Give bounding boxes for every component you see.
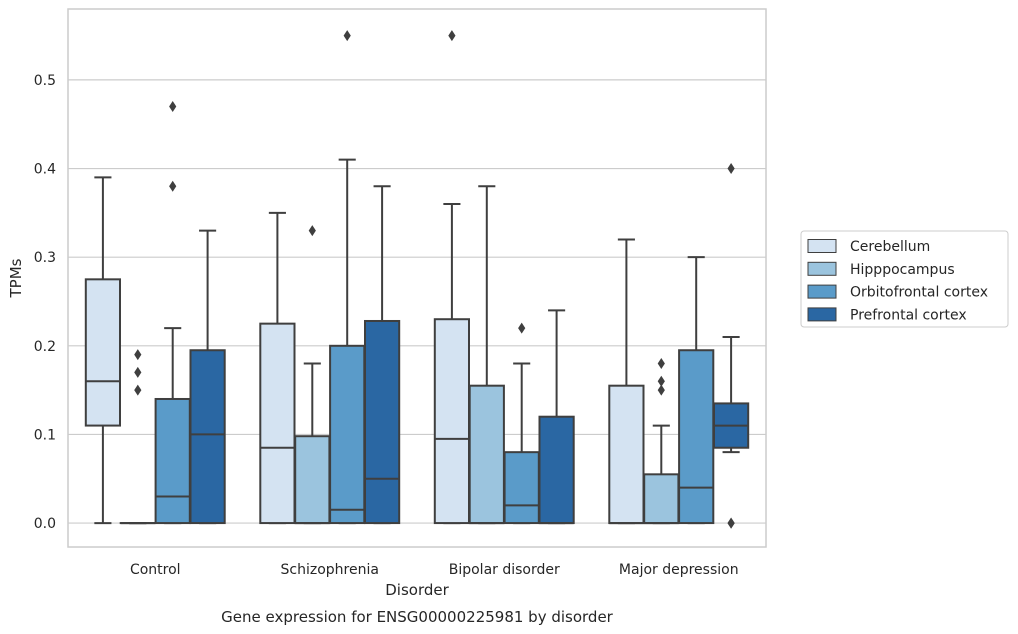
y-axis: 0.0 0.1 0.2 0.3 0.4 0.5 — [34, 73, 56, 532]
outlier-point — [343, 30, 351, 42]
box — [363, 319, 401, 525]
box — [538, 415, 575, 525]
chart-caption: Gene expression for ENSG00000225981 by d… — [221, 608, 614, 626]
outlier-point — [134, 349, 142, 361]
y-tick-label: 0.4 — [34, 162, 56, 178]
legend-label: Hipppocampus — [850, 262, 955, 278]
outlier-point — [727, 163, 735, 175]
y-tick-label: 0.5 — [34, 73, 56, 89]
outlier-point — [518, 322, 526, 334]
legend-label: Orbitofrontal cortex — [850, 285, 988, 301]
outlier-point — [657, 358, 665, 370]
plot-area — [67, 8, 767, 548]
box — [329, 344, 366, 525]
outlier-point — [448, 30, 456, 42]
y-tick-label: 0.0 — [34, 516, 56, 532]
legend-label: Cerebellum — [850, 239, 930, 255]
series-hipppocampus — [119, 185, 680, 525]
box — [468, 384, 505, 525]
outlier-point — [169, 180, 177, 192]
x-tick-label: Major depression — [619, 562, 739, 578]
series-prefrontal-cortex — [189, 163, 750, 529]
x-tick-label: Schizophrenia — [281, 562, 379, 578]
box — [189, 349, 226, 525]
x-tick-label: Control — [130, 562, 181, 578]
y-tick-label: 0.2 — [34, 339, 56, 355]
x-axis-label: Disorder — [385, 581, 449, 599]
box-series-group — [84, 30, 750, 529]
outlier-point — [134, 384, 142, 396]
x-tick-label: Bipolar disorder — [449, 562, 560, 578]
y-tick-label: 0.1 — [34, 427, 56, 443]
box — [294, 435, 331, 525]
box — [154, 397, 191, 525]
outlier-point — [169, 100, 177, 112]
x-axis: Control Schizophrenia Bipolar disorder Majo… — [130, 562, 739, 578]
box — [643, 473, 680, 525]
legend-label: Prefrontal cortex — [850, 307, 967, 323]
box — [433, 318, 471, 525]
plot-frame — [67, 8, 767, 548]
box — [678, 349, 715, 525]
box — [84, 278, 122, 427]
box — [608, 384, 645, 525]
box — [503, 451, 540, 525]
legend-swatch — [807, 284, 837, 299]
outlier-point — [134, 366, 142, 378]
legend-swatch — [807, 261, 837, 276]
box — [259, 322, 296, 525]
series-cerebellum — [84, 30, 645, 525]
outlier-point — [657, 375, 665, 387]
legend-swatch — [807, 307, 837, 322]
y-axis-label: TPMs — [7, 258, 25, 298]
legend-frame — [800, 230, 1009, 328]
legend: Cerebellum Hipppocampus Orbitofrontal cort… — [800, 230, 1009, 328]
outlier-point — [657, 384, 665, 396]
y-tick-label: 0.3 — [34, 250, 56, 266]
legend-swatch — [807, 239, 837, 253]
outlier-point — [308, 225, 316, 237]
outlier-point — [727, 517, 735, 529]
